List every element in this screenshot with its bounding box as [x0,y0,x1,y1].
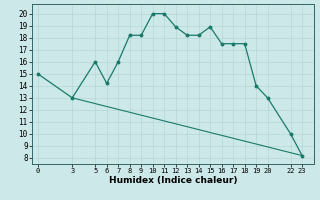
X-axis label: Humidex (Indice chaleur): Humidex (Indice chaleur) [108,176,237,185]
